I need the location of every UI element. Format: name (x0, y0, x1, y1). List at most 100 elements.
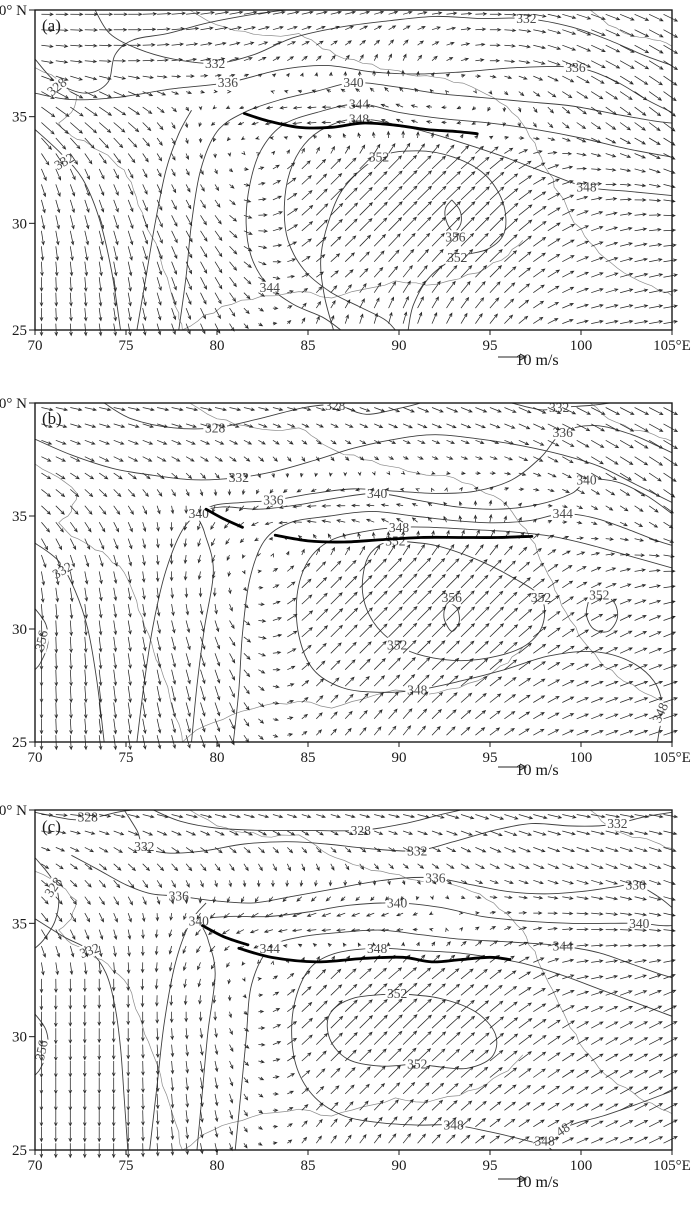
wind-arrow (156, 830, 168, 836)
wind-arrow (619, 1120, 634, 1128)
wind-arrow (373, 250, 385, 262)
wind-arrow (504, 1033, 519, 1045)
wind-arrow (287, 847, 294, 854)
wind-arrow (242, 994, 247, 999)
wind-arrow (489, 863, 501, 869)
wind-arrow (417, 725, 426, 736)
wind-arrow (142, 522, 147, 533)
wind-arrow (504, 423, 516, 429)
wind-arrow (126, 978, 130, 992)
wind-arrow (316, 678, 325, 687)
wind-arrow (98, 184, 105, 197)
wind-arrow (272, 1058, 281, 1062)
wind-arrow (634, 990, 648, 996)
wind-arrow (605, 60, 621, 69)
wind-arrow (54, 1044, 58, 1062)
wind-arrow (344, 624, 358, 638)
wind-arrow (576, 166, 588, 171)
wind-arrow (388, 281, 397, 293)
y-tick-label: 40° N (0, 396, 27, 412)
wind-arrow (39, 1077, 44, 1095)
contour-label-356: 356 (439, 590, 464, 605)
wind-arrow (504, 298, 515, 309)
svg-text:332: 332 (607, 816, 627, 831)
wind-arrow (591, 226, 604, 232)
wind-arrow (619, 472, 632, 481)
wind-arrow (41, 912, 49, 923)
wind-arrow (388, 814, 401, 819)
wind-arrow (359, 591, 373, 605)
wind-arrow (258, 1109, 264, 1114)
panel-a-wind-legend: 10 m/s (495, 352, 579, 370)
wind-arrow (518, 830, 533, 836)
wind-arrow (402, 622, 418, 638)
wind-arrow (417, 456, 424, 460)
wind-arrow (388, 39, 395, 46)
wind-arrow (285, 550, 290, 556)
wind-arrow (415, 70, 420, 77)
wind-arrow (402, 606, 418, 621)
wind-arrow (113, 830, 125, 836)
wind-arrow (359, 814, 371, 819)
wind-arrow (84, 137, 95, 149)
wind-arrow (634, 713, 649, 720)
wind-arrow (200, 669, 206, 685)
wind-arrow (97, 1093, 102, 1111)
wind-arrow (336, 912, 346, 917)
wind-arrow (663, 600, 676, 605)
wind-arrow (359, 144, 366, 154)
wind-arrow (489, 297, 500, 309)
wind-arrow (200, 407, 213, 412)
map-boundary-line (589, 10, 672, 47)
wind-arrow (330, 10, 342, 15)
wind-arrow (301, 147, 305, 154)
wind-arrow (287, 1123, 293, 1128)
wind-arrow (460, 171, 476, 185)
wind-arrow (411, 517, 418, 523)
wind-arrow (301, 1087, 310, 1095)
wind-arrow (663, 29, 679, 38)
wind-arrow (417, 589, 432, 605)
x-tick-label: 70 (28, 338, 43, 354)
wind-arrow (214, 604, 218, 615)
y-tick-label: 30 (12, 216, 27, 232)
wind-arrow (359, 439, 367, 445)
wind-arrow (369, 87, 375, 92)
wind-arrow (297, 89, 302, 94)
wind-arrow (619, 583, 632, 589)
wind-arrow (330, 642, 342, 654)
wind-arrow (605, 537, 615, 541)
wind-arrow (359, 456, 365, 461)
wind-arrow (402, 311, 408, 324)
contour-label-336: 336 (216, 75, 240, 90)
wind-arrow (155, 995, 159, 1007)
wind-arrow (183, 912, 187, 921)
wind-arrow (504, 694, 517, 703)
wind-arrow (39, 1028, 44, 1045)
wind-arrow (170, 1143, 175, 1156)
wind-arrow (504, 710, 516, 720)
wind-arrow (68, 978, 73, 993)
wind-arrow (504, 188, 519, 201)
wind-arrow (489, 727, 501, 736)
wind-arrow (97, 1011, 102, 1027)
wind-arrow (99, 43, 113, 48)
wind-arrow (518, 592, 532, 605)
svg-text:336: 336 (169, 889, 190, 904)
wind-arrow (127, 620, 132, 635)
wind-arrow (55, 184, 61, 197)
wind-arrow (445, 927, 449, 932)
wind-arrow (489, 559, 502, 572)
wind-arrow (113, 538, 119, 550)
wind-arrow (605, 241, 619, 247)
wind-arrow (475, 58, 485, 62)
wind-arrow (198, 1011, 203, 1022)
wind-arrow (229, 636, 236, 647)
contour-label-328: 328 (203, 420, 228, 435)
wind-arrow (591, 927, 604, 932)
wind-arrow (113, 505, 121, 515)
wind-arrow (301, 578, 312, 589)
wind-arrow (99, 456, 110, 462)
wind-arrow (620, 168, 632, 173)
